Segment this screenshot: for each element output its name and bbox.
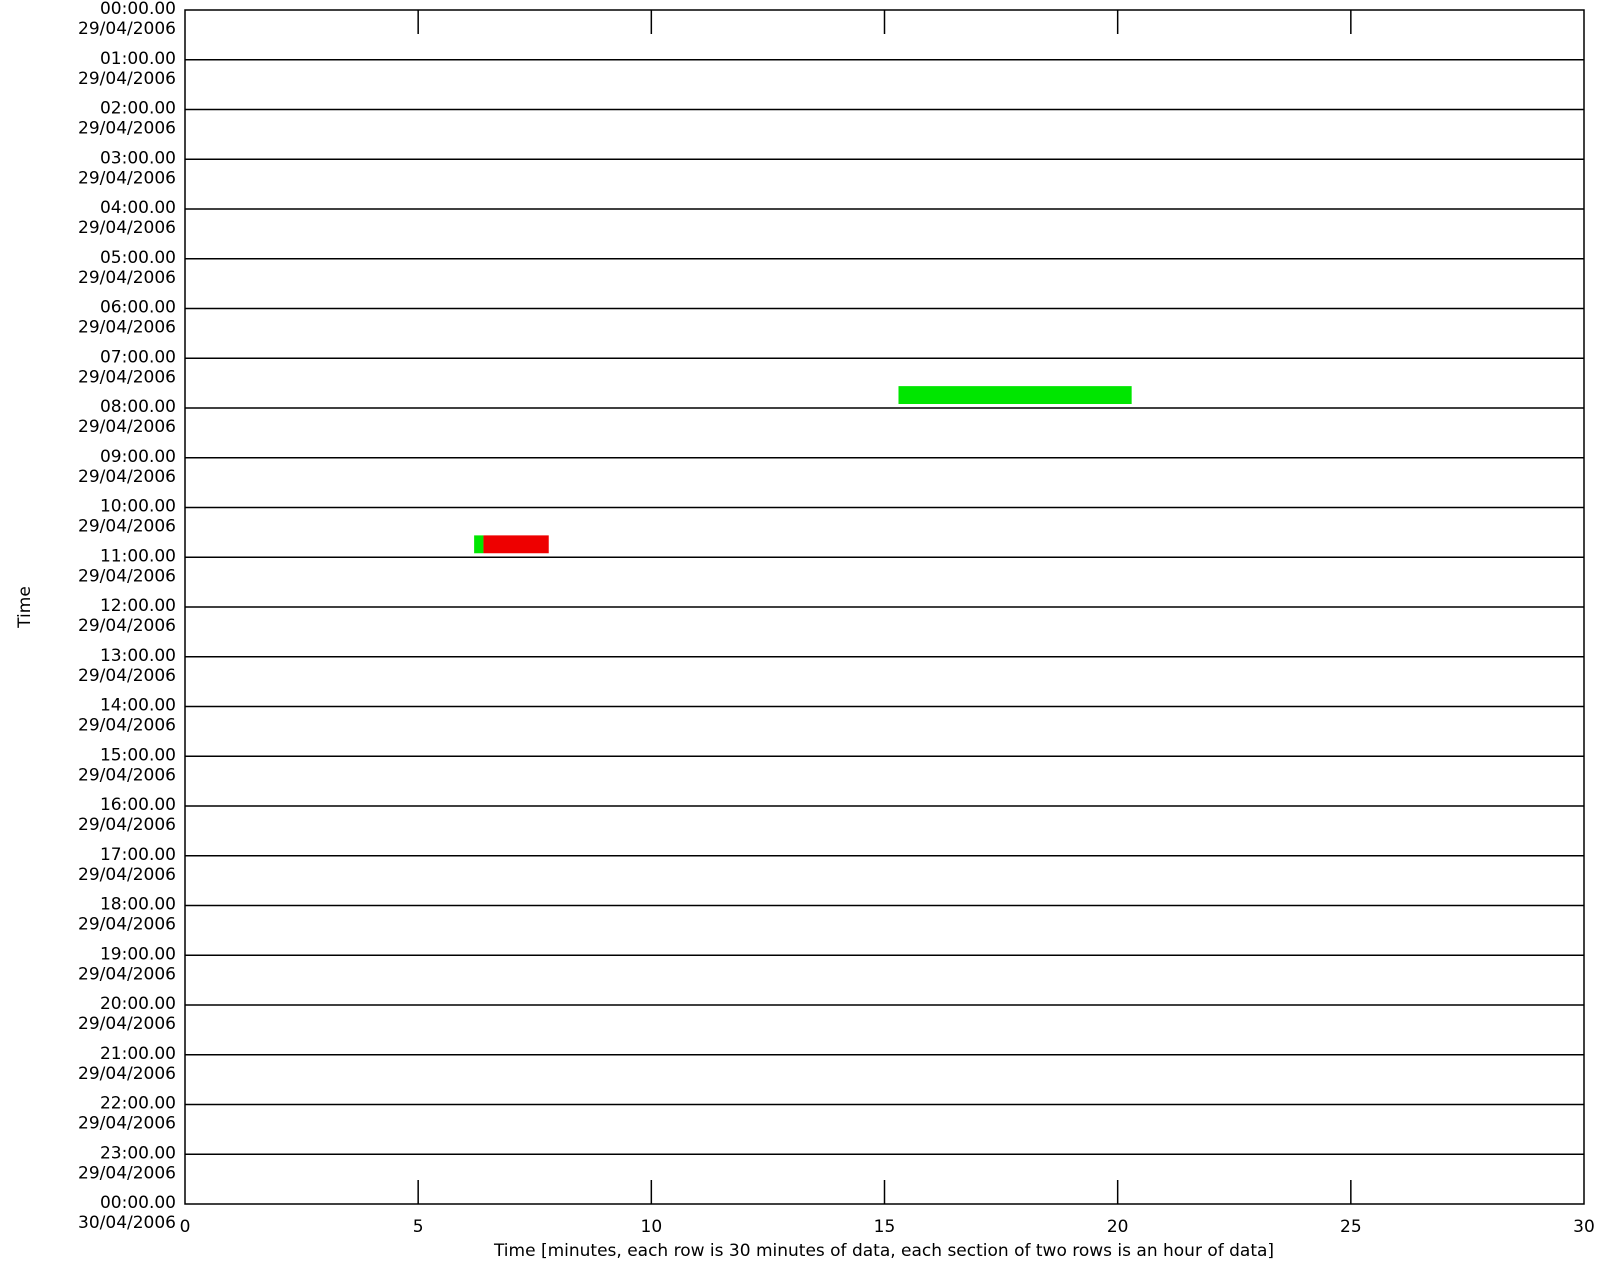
y-tick-time: 20:00.00 xyxy=(100,994,176,1014)
y-tick-time: 21:00.00 xyxy=(100,1044,176,1064)
y-tick-date: 29/04/2006 xyxy=(78,915,176,935)
y-tick-time: 15:00.00 xyxy=(100,745,176,765)
y-tick-date: 29/04/2006 xyxy=(78,566,176,586)
y-tick-time: 12:00.00 xyxy=(100,596,176,616)
x-tick-label: 20 xyxy=(1107,1217,1129,1237)
x-axis-title: Time [minutes, each row is 30 minutes of… xyxy=(493,1241,1274,1261)
x-tick-label: 0 xyxy=(180,1217,191,1237)
y-tick-date: 29/04/2006 xyxy=(78,168,176,188)
data-segment xyxy=(483,535,549,554)
y-tick-time: 16:00.00 xyxy=(100,795,176,815)
y-axis-title: Time xyxy=(15,586,35,629)
y-tick-time: 17:00.00 xyxy=(100,845,176,865)
y-tick-date: 29/04/2006 xyxy=(78,1014,176,1034)
y-tick-time: 06:00.00 xyxy=(100,298,176,318)
y-tick-time: 10:00.00 xyxy=(100,497,176,517)
data-segment xyxy=(898,386,1132,404)
data-segments xyxy=(474,386,1132,554)
y-tick-time: 19:00.00 xyxy=(100,944,176,964)
y-tick-time: 08:00.00 xyxy=(100,397,176,417)
y-tick-time: 11:00.00 xyxy=(100,546,176,566)
y-tick-date: 29/04/2006 xyxy=(78,765,176,785)
y-tick-time: 03:00.00 xyxy=(100,148,176,168)
y-tick-time: 09:00.00 xyxy=(100,447,176,467)
x-tick-label: 5 xyxy=(413,1217,424,1237)
y-tick-labels: 00:00.0029/04/200601:00.0029/04/200602:0… xyxy=(78,0,176,1233)
y-tick-date: 29/04/2006 xyxy=(78,517,176,537)
y-tick-time: 02:00.00 xyxy=(100,99,176,119)
y-tick-time: 05:00.00 xyxy=(100,248,176,268)
y-tick-date: 29/04/2006 xyxy=(78,119,176,139)
y-tick-date: 29/04/2006 xyxy=(78,1163,176,1183)
y-tick-date: 29/04/2006 xyxy=(78,318,176,338)
y-tick-date: 29/04/2006 xyxy=(78,268,176,288)
data-segment xyxy=(474,535,484,554)
y-tick-time: 00:00.00 xyxy=(100,0,176,19)
y-tick-date: 29/04/2006 xyxy=(78,367,176,387)
y-tick-date: 30/04/2006 xyxy=(78,1213,176,1233)
y-tick-time: 01:00.00 xyxy=(100,49,176,69)
y-tick-time: 13:00.00 xyxy=(100,646,176,666)
hour-gridlines xyxy=(185,59,1584,1155)
y-tick-time: 22:00.00 xyxy=(100,1094,176,1114)
y-tick-time: 18:00.00 xyxy=(100,895,176,915)
y-tick-date: 29/04/2006 xyxy=(78,218,176,238)
x-tick-labels: 0 5 10 15 20 25 30 xyxy=(180,1217,1595,1237)
y-tick-date: 29/04/2006 xyxy=(78,19,176,39)
y-tick-date: 29/04/2006 xyxy=(78,417,176,437)
plot-frame xyxy=(184,9,1585,1205)
y-tick-date: 29/04/2006 xyxy=(78,716,176,736)
y-tick-time: 04:00.00 xyxy=(100,198,176,218)
y-tick-time: 14:00.00 xyxy=(100,696,176,716)
x-tick-label: 10 xyxy=(641,1217,663,1237)
x-tick-label: 15 xyxy=(874,1217,896,1237)
y-tick-time: 07:00.00 xyxy=(100,347,176,367)
y-tick-date: 29/04/2006 xyxy=(78,865,176,885)
y-tick-date: 29/04/2006 xyxy=(78,964,176,984)
y-tick-date: 29/04/2006 xyxy=(78,1064,176,1084)
y-tick-date: 29/04/2006 xyxy=(78,616,176,636)
y-tick-date: 29/04/2006 xyxy=(78,467,176,487)
y-tick-date: 29/04/2006 xyxy=(78,666,176,686)
y-tick-date: 29/04/2006 xyxy=(78,69,176,89)
x-tick-label: 25 xyxy=(1340,1217,1362,1237)
y-tick-date: 29/04/2006 xyxy=(78,1114,176,1134)
y-tick-time: 23:00.00 xyxy=(100,1143,176,1163)
x-tick-label: 30 xyxy=(1573,1217,1595,1237)
y-tick-date: 29/04/2006 xyxy=(78,815,176,835)
x-ticks xyxy=(417,10,1352,1204)
y-tick-time: 00:00.00 xyxy=(100,1193,176,1213)
